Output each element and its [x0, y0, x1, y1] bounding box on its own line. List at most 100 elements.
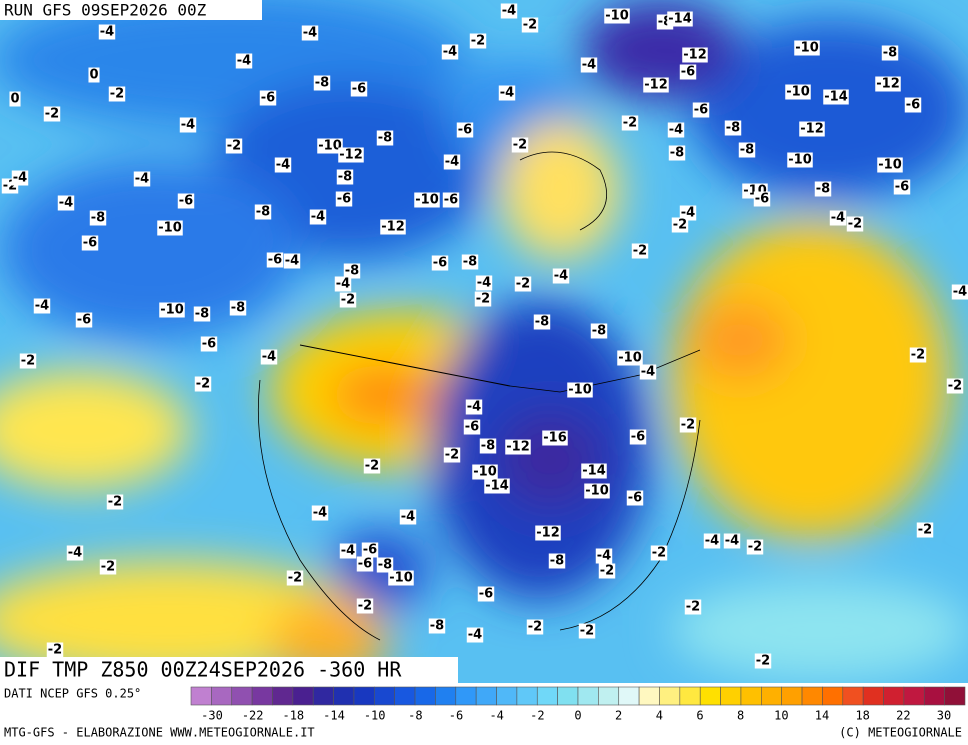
- contour-label: -6: [433, 256, 447, 271]
- contour-label: -4: [68, 546, 82, 561]
- contour-label: -14: [668, 12, 692, 27]
- contour-label-box: [679, 64, 697, 80]
- contour-label: -4: [13, 171, 27, 186]
- contour-label-box: [738, 142, 756, 158]
- contour-label: -6: [755, 192, 769, 207]
- colorbar-tick-label: -18: [282, 709, 304, 723]
- colorbar-swatch: [353, 686, 375, 706]
- contour-label-box: [443, 154, 461, 170]
- colorbar-tick-label: -30: [201, 709, 223, 723]
- contour-label: -8: [91, 211, 105, 226]
- colorbar-swatch: [577, 686, 599, 706]
- colorbar-swatch: [292, 686, 314, 706]
- contour-label: -12: [506, 440, 530, 455]
- contour-label-box: [235, 53, 253, 69]
- contour-label: -4: [725, 534, 739, 549]
- contour-label-box: [428, 618, 446, 634]
- contour-label: -2: [673, 218, 687, 233]
- contour-label: -6: [268, 253, 282, 268]
- contour-label-box: [193, 306, 211, 322]
- contour-label: -8: [883, 46, 897, 61]
- contour-label-box: [465, 399, 483, 415]
- colorbar-swatch: [923, 686, 945, 706]
- contour-label-box: [317, 138, 343, 154]
- contour-label-box: [799, 121, 825, 137]
- contour-label-box: [626, 490, 644, 506]
- contour-label: -10: [788, 153, 812, 168]
- contour-label: -2: [513, 138, 527, 153]
- contour-label-box: [474, 291, 492, 307]
- contour-label: -8: [378, 558, 392, 573]
- contour-label: -4: [582, 58, 596, 73]
- contour-label-box: [526, 619, 544, 635]
- contour-label-box: [787, 152, 813, 168]
- contour-label: -10: [318, 139, 342, 154]
- contour-label: -2: [523, 18, 537, 33]
- colorbar-swatch: [496, 686, 518, 706]
- contour-label-box: [754, 653, 772, 669]
- contour-label-box: [584, 483, 610, 499]
- contour-label-box: [475, 275, 493, 291]
- contour-label-box: [598, 563, 616, 579]
- contour-label-box: [443, 447, 461, 463]
- contour-label: -8: [378, 131, 392, 146]
- contour-label-box: [266, 252, 284, 268]
- contour-label: -2: [341, 293, 355, 308]
- contour-label-box: [823, 89, 849, 105]
- contour-label: -2: [756, 654, 770, 669]
- contour-label-box: [274, 157, 292, 173]
- colorbar-swatch: [211, 686, 233, 706]
- contour-label-box: [684, 599, 702, 615]
- contour-label: -4: [477, 276, 491, 291]
- colorbar-swatch: [944, 686, 966, 706]
- product-box: [0, 657, 458, 683]
- contour-label-box: [946, 378, 964, 394]
- contour-label-box: [88, 67, 100, 83]
- contour-label: -8: [535, 315, 549, 330]
- contour-label: -4: [554, 269, 568, 284]
- contour-label: -2: [633, 244, 647, 259]
- contour-label-box: [89, 210, 107, 226]
- contour-label-box: [313, 75, 331, 91]
- contour-label: -6: [77, 313, 91, 328]
- contour-label-box: [667, 122, 685, 138]
- contour-label: -8: [481, 439, 495, 454]
- contour-label-box: [785, 84, 811, 100]
- contour-label: -2: [918, 523, 932, 538]
- colorbar-tick-label: 0: [574, 709, 581, 723]
- contour-label-box: [260, 349, 278, 365]
- contour-label: -6: [83, 236, 97, 251]
- contour-label-box: [259, 90, 277, 106]
- colorbar-swatch: [720, 686, 742, 706]
- contour-label: -2: [358, 599, 372, 614]
- contour-label-box: [361, 542, 379, 558]
- contour-label-box: [724, 120, 742, 136]
- contour-label: -8: [592, 324, 606, 339]
- contour-label: -12: [876, 77, 900, 92]
- contour-label: -6: [363, 543, 377, 558]
- contour-label: -10: [415, 193, 439, 208]
- contour-label-box: [877, 157, 903, 173]
- contour-label-box: [283, 253, 301, 269]
- contour-label-box: [703, 533, 721, 549]
- contour-label: -4: [641, 365, 655, 380]
- contour-label: -6: [352, 82, 366, 97]
- contour-label-box: [339, 543, 357, 559]
- contour-label-box: [376, 557, 394, 573]
- contour-label-box: [484, 478, 510, 494]
- contour-label: -4: [705, 534, 719, 549]
- contour-label: -6: [458, 123, 472, 138]
- contour-label-box: [441, 44, 459, 60]
- contour-label-box: [604, 8, 630, 24]
- contour-label: -2: [623, 116, 637, 131]
- contour-label: -10: [618, 351, 642, 366]
- contour-label-box: [472, 464, 498, 480]
- contour-label-box: [893, 179, 911, 195]
- contour-label: -2: [21, 354, 35, 369]
- contour-label-box: [581, 463, 607, 479]
- contour-label-box: [356, 598, 374, 614]
- contour-label: -4: [443, 45, 457, 60]
- contour-label: -6: [694, 103, 708, 118]
- contour-label-box: [356, 556, 374, 572]
